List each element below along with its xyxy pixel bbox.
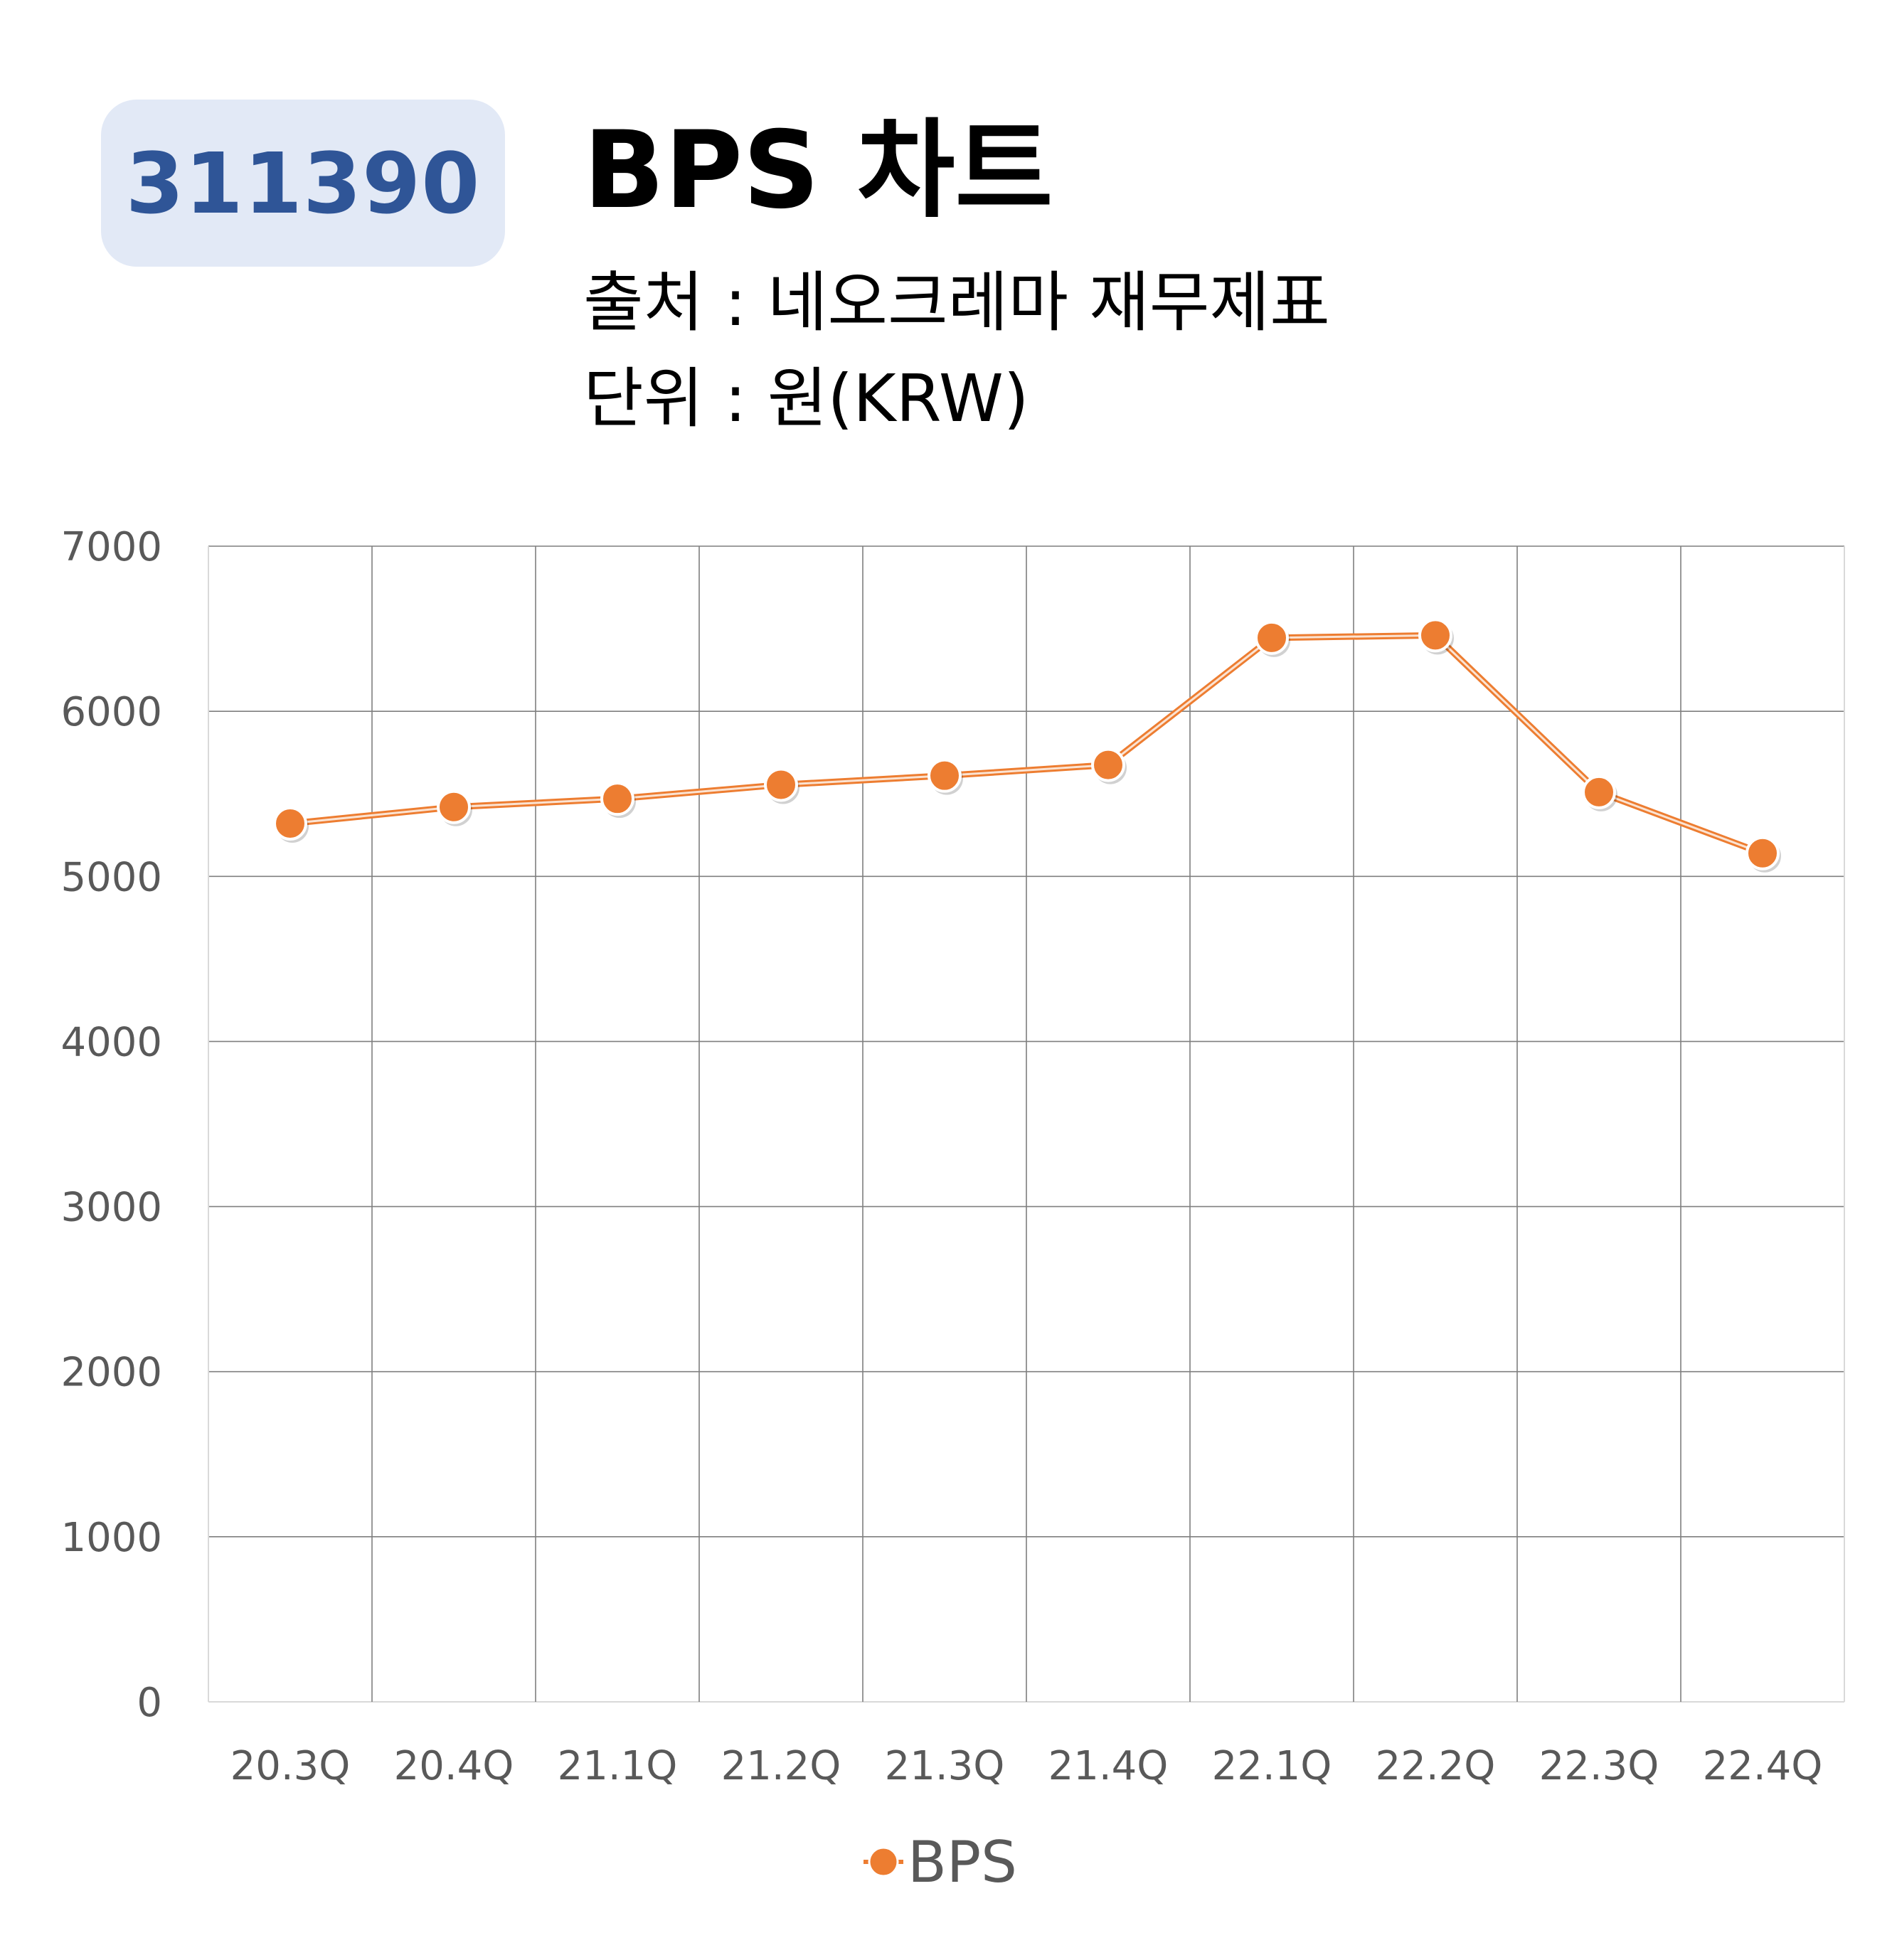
legend: BPS — [864, 1829, 1017, 1895]
x-axis-ticks: 20.3Q 20.4Q 21.1Q 21.2Q 21.3Q 21.4Q 22.1Q 22.2Q… — [230, 1743, 1823, 1789]
y-axis-ticks: 0 1000 2000 3000 4000 5000 6000 7000 — [60, 524, 162, 1726]
series-bps — [273, 618, 1781, 873]
y-tick-label: 6000 — [60, 689, 162, 735]
data-point — [600, 782, 634, 816]
chart-title: BPS 차트 — [583, 109, 1053, 233]
x-tick-label: 22.3Q — [1539, 1743, 1659, 1789]
y-tick-label: 7000 — [60, 524, 162, 570]
data-point — [1745, 836, 1780, 870]
x-tick-label: 22.1Q — [1212, 1743, 1332, 1789]
x-tick-label: 20.4Q — [394, 1743, 514, 1789]
data-point — [764, 767, 798, 802]
y-tick-label: 1000 — [60, 1515, 162, 1561]
data-point — [437, 789, 471, 824]
grid — [208, 545, 1845, 1703]
data-point — [1255, 620, 1289, 655]
y-tick-label: 2000 — [60, 1350, 162, 1396]
data-point — [1091, 747, 1125, 782]
x-tick-label: 20.3Q — [230, 1743, 351, 1789]
code-badge: 311390 — [101, 100, 505, 267]
x-tick-label: 21.4Q — [1048, 1743, 1169, 1789]
stock-code: 311390 — [125, 134, 481, 233]
unit-line: 단위 : 원(KRW) — [583, 361, 1029, 437]
y-tick-label: 5000 — [60, 854, 162, 900]
x-tick-label: 21.3Q — [885, 1743, 1005, 1789]
series-line-highlight — [289, 634, 1764, 855]
data-point — [273, 806, 307, 841]
y-tick-label: 3000 — [60, 1185, 162, 1231]
y-tick-label: 4000 — [60, 1019, 162, 1065]
data-point — [1582, 774, 1616, 809]
x-tick-label: 22.2Q — [1376, 1743, 1496, 1789]
y-tick-label: 0 — [137, 1680, 162, 1726]
x-tick-label: 21.1Q — [558, 1743, 678, 1789]
data-point — [1418, 618, 1452, 653]
legend-marker — [868, 1846, 899, 1878]
legend-label: BPS — [908, 1829, 1017, 1895]
data-point — [928, 758, 962, 793]
x-tick-label: 21.2Q — [721, 1743, 841, 1789]
x-tick-label: 22.4Q — [1703, 1743, 1823, 1789]
source-line: 출처 : 네오크레마 재무제표 — [583, 265, 1330, 341]
